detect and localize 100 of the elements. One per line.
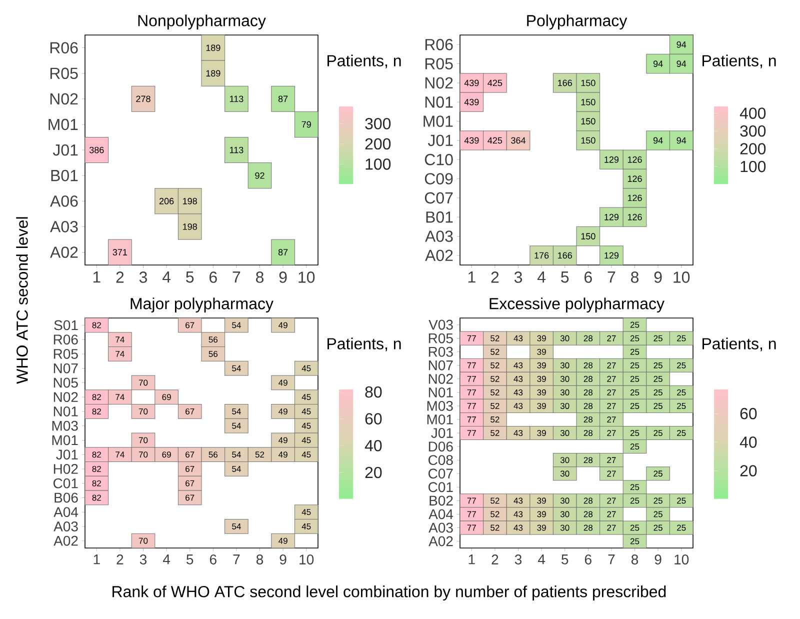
data-label: 70	[138, 538, 148, 544]
color-bar-label: 60	[740, 408, 757, 420]
y-tick-label: C07	[428, 468, 453, 479]
y-tick-label: N05	[54, 378, 78, 388]
data-label: 113	[230, 96, 244, 102]
data-label: 77	[467, 376, 476, 382]
data-label: 67	[186, 452, 194, 458]
data-label: 28	[584, 416, 593, 422]
data-label: 189	[206, 70, 220, 77]
y-tick-label: M01	[424, 116, 453, 127]
x-tick-label: 8	[631, 272, 639, 283]
data-label: 43	[514, 389, 523, 396]
data-label: 28	[584, 362, 593, 368]
chart-title: Major polypharmacy	[130, 298, 274, 312]
data-label: 150	[581, 98, 596, 106]
y-tick-label: A04	[428, 509, 454, 520]
data-label: 25	[677, 362, 686, 368]
data-label: 56	[208, 452, 218, 458]
data-label: 70	[138, 452, 148, 458]
y-tick-label: N02	[54, 392, 78, 402]
x-tick-label: 3	[139, 272, 147, 283]
data-label: 52	[490, 348, 500, 355]
x-tick-label: 6	[584, 272, 592, 283]
data-label: 150	[581, 80, 596, 86]
data-label: 52	[255, 452, 264, 458]
x-tick-label: 6	[584, 554, 592, 564]
y-tick-label: N02	[428, 374, 453, 384]
x-tick-label: 4	[162, 272, 171, 283]
data-label: 126	[628, 194, 642, 202]
data-label: 82	[92, 452, 101, 458]
data-label: 45	[302, 394, 311, 400]
data-label: 74	[116, 394, 124, 400]
x-tick-label: 2	[116, 554, 124, 564]
data-label: 82	[92, 408, 101, 414]
data-label: 27	[607, 470, 616, 477]
data-label: 52	[490, 335, 500, 342]
x-tick-label: 3	[514, 272, 522, 283]
data-label: 113	[230, 146, 244, 154]
data-label: 28	[584, 335, 593, 342]
data-label: 52	[490, 376, 500, 382]
data-label: 39	[537, 376, 546, 382]
y-tick-label: H02	[54, 464, 78, 474]
data-label: 70	[138, 437, 148, 444]
x-tick-label: 4	[162, 554, 170, 564]
data-label: 82	[92, 466, 101, 472]
y-tick-label: A02	[50, 246, 78, 258]
color-bar-label: 100	[740, 160, 766, 172]
y-tick-label: A03	[54, 521, 78, 532]
data-label: 25	[630, 430, 640, 436]
x-tick-label: 7	[232, 272, 240, 283]
data-label: 25	[654, 389, 662, 396]
y-tick-label: A04	[54, 507, 78, 518]
color-bar-label: 200	[740, 143, 766, 154]
y-tick-label: N07	[54, 363, 78, 374]
data-label: 278	[136, 96, 150, 102]
data-label: 30	[560, 430, 570, 436]
x-tick-label: 8	[631, 554, 638, 564]
data-label: 49	[278, 380, 288, 386]
data-label: 49	[278, 322, 288, 328]
data-label: 43	[514, 376, 523, 382]
data-label: 27	[607, 430, 616, 436]
data-label: 27	[607, 402, 616, 409]
data-label: 198	[183, 223, 197, 230]
data-label: 54	[232, 322, 241, 328]
y-tick-label: A06	[50, 195, 78, 207]
x-tick-label: 5	[186, 554, 194, 564]
x-tick-label: 10	[674, 272, 690, 283]
data-label: 43	[514, 524, 523, 531]
color-bar-label: 100	[366, 158, 391, 170]
data-label: 77	[467, 416, 476, 422]
y-tick-label: B01	[426, 211, 453, 223]
data-label: 30	[560, 524, 570, 531]
y-tick-label: A03	[50, 221, 78, 232]
data-label: 30	[560, 498, 570, 504]
data-label: 77	[467, 335, 476, 342]
x-tick-label: 10	[298, 272, 315, 283]
y-tick-label: M01	[427, 414, 453, 424]
data-label: 67	[186, 466, 194, 472]
data-label: 27	[607, 389, 616, 396]
data-label: 25	[630, 376, 640, 382]
data-label: 49	[278, 437, 288, 444]
data-label: 69	[162, 452, 171, 458]
data-label: 25	[630, 484, 640, 490]
data-label: 25	[630, 322, 640, 328]
data-label: 39	[537, 498, 546, 504]
data-label: 45	[302, 437, 311, 444]
y-tick-label: R05	[50, 68, 78, 80]
data-label: 25	[677, 524, 686, 531]
data-label: 77	[467, 430, 476, 436]
data-label: 45	[302, 523, 311, 530]
data-label: 25	[677, 402, 686, 409]
data-label: 92	[255, 172, 264, 179]
x-tick-label: 7	[608, 272, 616, 283]
data-label: 28	[584, 511, 593, 518]
x-tick-label: 1	[93, 272, 100, 283]
x-tick-label: 10	[674, 554, 689, 564]
data-label: 30	[560, 389, 570, 396]
data-label: 25	[654, 402, 662, 409]
data-label: 77	[467, 403, 476, 409]
y-tick-label: C07	[424, 192, 453, 204]
